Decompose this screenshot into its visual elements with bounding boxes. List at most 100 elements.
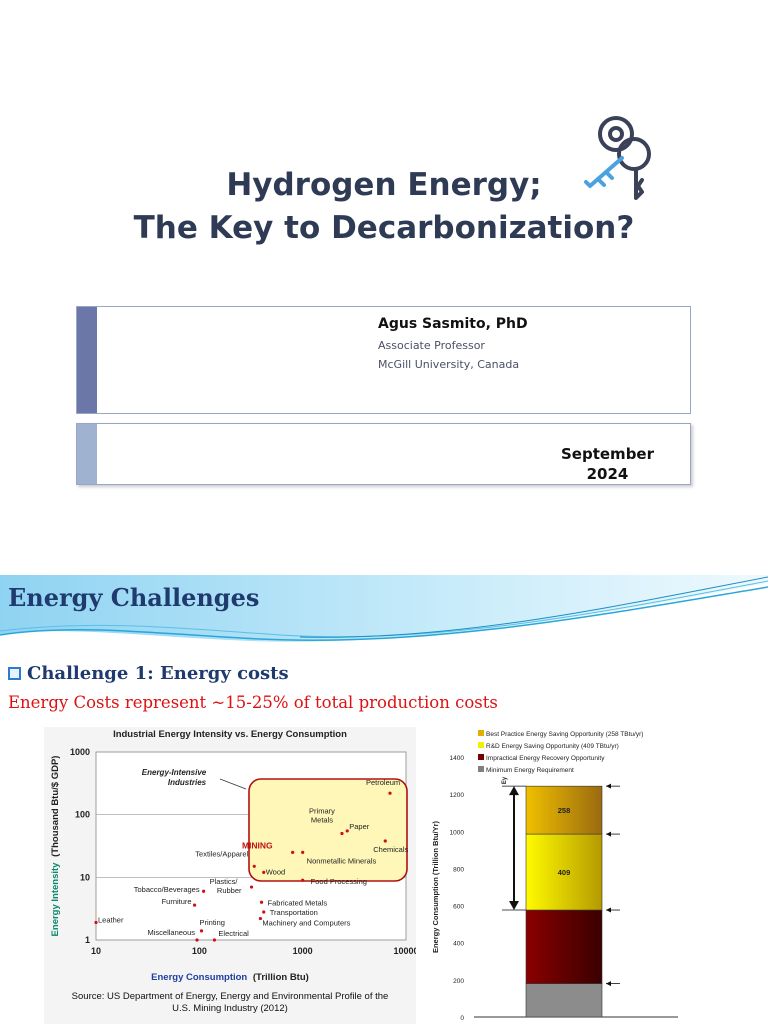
legend-swatch: [478, 754, 484, 760]
box-label-line2: Industries: [168, 778, 207, 787]
legend-swatch: [478, 766, 484, 772]
intensity-scatter-chart: Industrial Energy Intensity vs. Energy C…: [44, 727, 416, 1024]
author-name: Agus Sasmito, PhD: [378, 316, 528, 332]
point-label: Food Processing: [311, 877, 367, 886]
data-point: [291, 850, 295, 854]
date-box: [76, 423, 691, 485]
data-point: [383, 839, 387, 843]
point-label: Miscellaneous: [148, 928, 196, 937]
legend-entry: Impractical Energy Recovery Opportunity: [486, 755, 605, 762]
bar-legend: Best Practice Energy Saving Opportunity …: [478, 730, 643, 774]
bar-axis-ticks: 0 200 400 600 800 1000 1200 1400: [450, 755, 465, 1022]
y-axis-label: Energy Intensity (Thousand Btu/$ GDP): [50, 756, 61, 937]
legend-swatch: [478, 742, 484, 748]
chart-title: Industrial Energy Intensity vs. Energy C…: [113, 729, 347, 740]
author-role: Associate Professor: [378, 339, 485, 352]
point-label: Chemicals: [373, 845, 408, 854]
point-label: Paper: [349, 822, 370, 831]
bar-y-tick-label: 800: [453, 866, 464, 873]
x-tick-label: 10: [91, 946, 101, 956]
data-point: [212, 938, 217, 942]
axis-ticks: 110100100010100100010000: [70, 747, 416, 956]
data-point: [193, 903, 197, 907]
challenge-heading: Challenge 1: Energy costs: [8, 663, 289, 684]
slide-title-line2: The Key to Decarbonization?: [133, 210, 635, 246]
level-arrowhead: [606, 831, 611, 837]
title-slide: Hydrogen Energy; The Key to Decarbonizat…: [76, 116, 691, 485]
point-label: Furniture: [162, 897, 192, 906]
x-axis-label-main: Energy Consumption: [151, 972, 247, 983]
energy-bar-chart: Best Practice Energy Saving Opportunity …: [431, 730, 678, 1022]
wave-header: [0, 575, 768, 642]
bar-segment: [525, 983, 603, 1018]
x-tick-label: 1000: [293, 946, 313, 956]
bar-y-tick-label: 1400: [450, 755, 465, 762]
energy-cost-statement: Energy Costs represent ~15-25% of total …: [8, 693, 498, 712]
data-point: [252, 864, 256, 868]
bar-y-tick-label: 400: [453, 941, 464, 948]
bar-segments: 409 258 Ey: [502, 776, 620, 1018]
data-point: [388, 791, 392, 795]
legend-entry: Minimum Energy Requirement: [486, 767, 574, 774]
author-institution: McGill University, Canada: [378, 358, 520, 371]
point-label: Plastics/: [210, 877, 239, 886]
data-point: [202, 889, 206, 893]
segment-label: 258: [558, 806, 571, 815]
source-line1: Source: US Department of Energy, Energy …: [72, 991, 389, 1002]
point-label: Tobacco/Beverages: [134, 885, 200, 894]
level-arrowhead: [606, 783, 611, 789]
legend-entry: R&D Energy Saving Opportunity (409 TBtu/…: [486, 743, 619, 750]
accent-bar: [77, 307, 97, 413]
data-point: [262, 910, 266, 914]
point-label: Leather: [98, 916, 124, 925]
point-label: Fabricated Metals: [268, 898, 328, 907]
point-label: Nonmetallic Minerals: [307, 856, 377, 865]
point-label: Machinery and Computers: [262, 919, 350, 928]
point-label: Petroleum: [366, 778, 400, 787]
point-label: Textiles/Apparel: [195, 849, 248, 858]
box-label-line1: Energy-Intensive: [142, 768, 207, 777]
y-tick-label: 1000: [70, 747, 90, 757]
x-tick-label: 10000: [393, 946, 416, 956]
bar-segment: [525, 833, 603, 911]
date-month: September: [561, 445, 654, 463]
data-point: [94, 920, 98, 925]
legend-swatch: [478, 730, 484, 736]
point-label: Wood: [266, 867, 285, 876]
data-point: [262, 870, 266, 874]
point-label: MINING: [242, 840, 273, 850]
point-label: Metals: [311, 816, 333, 825]
data-point: [340, 831, 344, 836]
bar-segment: [525, 785, 603, 835]
challenge-label: Challenge 1: Energy costs: [27, 663, 289, 684]
source-line2: U.S. Mining Industry (2012): [172, 1003, 288, 1014]
y-tick-label: 100: [75, 810, 90, 820]
bar-y-tick-label: 600: [453, 904, 464, 911]
energy-intensive-box: [248, 778, 408, 882]
data-point: [259, 900, 264, 904]
data-point: [345, 829, 349, 833]
accent-bar-light: [77, 424, 97, 484]
data-point: [301, 850, 305, 854]
bar-segment: [525, 909, 603, 984]
point-label: Rubber: [217, 886, 242, 895]
top-marker-label: Ey: [502, 776, 508, 784]
legend-entry: Best Practice Energy Saving Opportunity …: [486, 731, 643, 738]
bar-y-axis-label: Energy Consumption (Trillion Btu/Yr): [431, 820, 440, 953]
level-arrowhead: [606, 981, 611, 987]
y-axis-label-unit: (Thousand Btu/$ GDP): [50, 756, 61, 857]
x-axis-label: Energy Consumption (Trillion Btu): [151, 972, 309, 983]
y-tick-label: 1: [85, 935, 90, 945]
date-year: 2024: [586, 465, 629, 483]
box-pointer: [219, 778, 247, 790]
x-axis-label-unit: (Trillion Btu): [253, 972, 309, 983]
segment-label: 409: [558, 868, 571, 877]
data-point: [258, 916, 263, 921]
energy-challenges-slide: Energy Challenges Challenge 1: Energy co…: [0, 575, 768, 1024]
x-tick-label: 100: [192, 946, 207, 956]
bar-y-tick-label: 1000: [450, 829, 465, 836]
checkbox-bullet-icon: [8, 667, 21, 680]
y-tick-label: 10: [80, 872, 90, 882]
data-point: [199, 929, 204, 933]
